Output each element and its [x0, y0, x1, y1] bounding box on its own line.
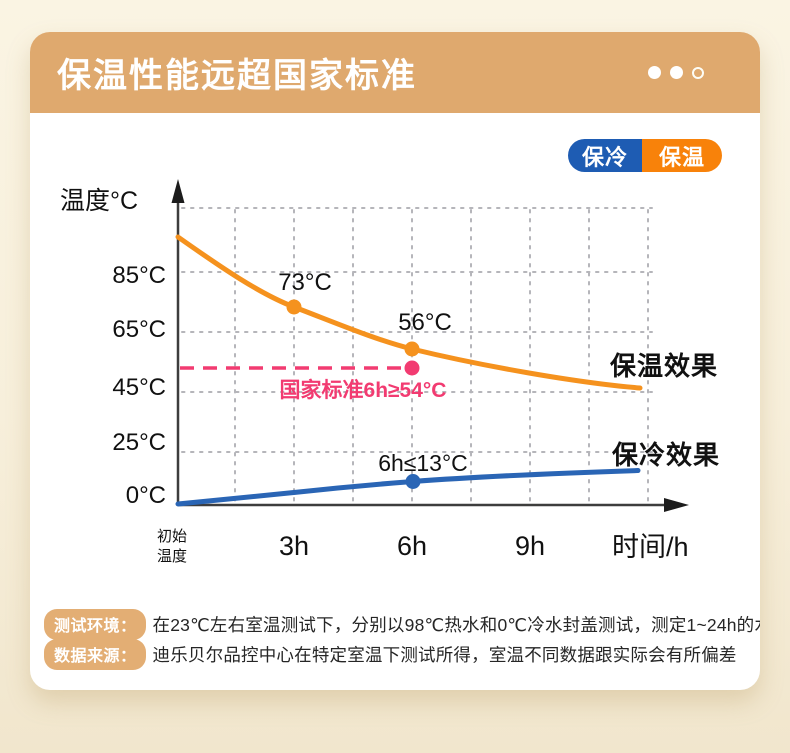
chart-legend: 保冷 保温: [568, 139, 722, 172]
x-tick-9h: 9h: [514, 531, 546, 561]
card-header: 保温性能远超国家标准: [30, 32, 760, 113]
carousel-dots: [648, 66, 704, 79]
carousel-dot-3[interactable]: [692, 66, 704, 79]
warm-point-label-3h: 73°C: [278, 269, 332, 296]
y-tick-0: 0°C: [125, 482, 166, 509]
data-source-tag: 数据来源：: [44, 639, 146, 670]
data-source-text: 迪乐贝尔品控中心在特定室温下测试所得，室温不同数据跟实际会有所偏差: [152, 645, 737, 665]
x-tick-3h: 3h: [278, 531, 310, 561]
cold-series-label: 保冷效果: [612, 440, 721, 470]
legend-cold-button[interactable]: 保冷: [568, 139, 642, 172]
cold-series-curve: [175, 468, 641, 507]
national-standard-label: 国家标准6h≥54°C: [279, 379, 447, 402]
warm-point-6h: [404, 341, 420, 357]
axes: [171, 179, 689, 512]
x-axis-title: 时间/h: [612, 532, 689, 562]
warm-series-label: 保温效果: [610, 351, 719, 381]
cold-point-6h: [405, 474, 421, 489]
insulation-performance-card: 保温性能远超国家标准 保冷 保温: [30, 32, 760, 690]
y-tick-85: 85°C: [112, 262, 166, 289]
carousel-dot-1[interactable]: [648, 66, 661, 79]
footnote-data-source: 数据来源： 迪乐贝尔品控中心在特定室温下测试所得，室温不同数据跟实际会有所偏差: [44, 639, 737, 670]
footnote-test-environment: 测试环境： 在23℃左右室温测试下，分别以98℃热水和0℃冷水封盖测试，测定1~…: [44, 609, 760, 640]
x-axis-arrow-icon: [664, 498, 689, 512]
y-axis-arrow-icon: [171, 179, 185, 203]
cold-point-label-6h: 6h≤13°C: [378, 450, 468, 476]
line-chart-svg: [171, 179, 689, 512]
y-axis-title: 温度°C: [60, 187, 139, 215]
data-point-markers: [286, 299, 421, 489]
test-environment-text: 在23℃左右室温测试下，分别以98℃热水和0℃冷水封盖测试，测定1~24h的水温: [152, 615, 760, 635]
page-title: 保温性能远超国家标准: [57, 57, 417, 95]
warm-point-label-6h: 56°C: [398, 309, 452, 336]
y-tick-25: 25°C: [112, 429, 166, 456]
x-tick-6h: 6h: [396, 531, 428, 561]
legend-warm-button[interactable]: 保温: [642, 139, 722, 172]
warm-point-3h: [286, 299, 302, 315]
reference-point-6h: [404, 360, 420, 376]
warm-series-curve: [175, 234, 643, 391]
grid-lines: [181, 207, 653, 504]
y-tick-65: 65°C: [112, 316, 166, 343]
test-environment-tag: 测试环境：: [44, 609, 146, 640]
x-tick-initial-temp: 初始温度: [156, 528, 187, 565]
carousel-dot-2[interactable]: [670, 66, 683, 79]
y-tick-45: 45°C: [112, 374, 166, 401]
chart-area: 保冷 保温: [30, 113, 760, 690]
